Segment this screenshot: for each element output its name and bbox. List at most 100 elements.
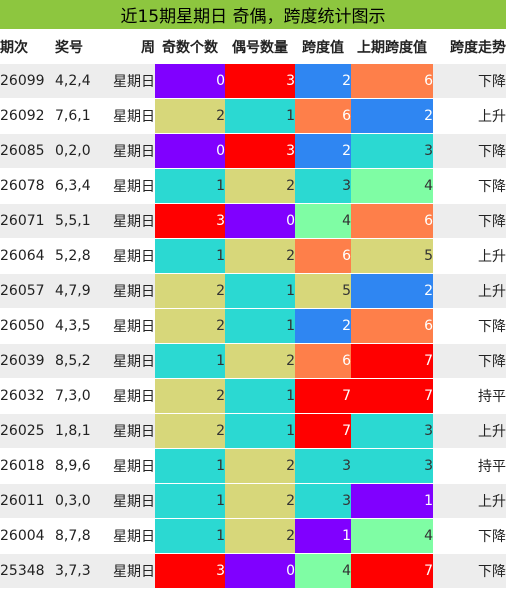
prev-span-cell: 4: [351, 518, 433, 554]
stats-table: 期次 奖号 周 奇数个数 偶号数量 跨度值 上期跨度值 跨度走势 26099 4,…: [0, 29, 506, 589]
odd-count-cell: 1: [155, 483, 225, 519]
prev-span-cell: 6: [351, 308, 433, 344]
table-row: 26018 8,9,6 星期日 1 2 3 3 持平: [0, 448, 506, 484]
week-cell: 星期日: [100, 413, 155, 449]
issue-cell: 26092: [0, 98, 55, 134]
table-row: 26032 7,3,0 星期日 2 1 7 7 持平: [0, 378, 506, 414]
col-prev-span-header: 上期跨度值: [351, 29, 433, 64]
trend-cell: 下降: [433, 553, 506, 589]
col-span-header: 跨度值: [295, 29, 351, 64]
trend-cell: 下降: [433, 133, 506, 169]
week-cell: 星期日: [100, 168, 155, 204]
even-count-cell: 2: [225, 168, 295, 204]
week-cell: 星期日: [100, 238, 155, 274]
trend-cell: 下降: [433, 64, 506, 99]
week-cell: 星期日: [100, 448, 155, 484]
table-row: 26025 1,8,1 星期日 2 1 7 3 上升: [0, 413, 506, 449]
numbers-cell: 5,2,8: [55, 238, 100, 274]
trend-cell: 上升: [433, 413, 506, 449]
even-count-cell: 3: [225, 133, 295, 169]
numbers-cell: 4,7,9: [55, 273, 100, 309]
issue-cell: 26064: [0, 238, 55, 274]
trend-cell: 下降: [433, 308, 506, 344]
odd-count-cell: 1: [155, 448, 225, 484]
odd-count-cell: 3: [155, 203, 225, 239]
trend-cell: 上升: [433, 238, 506, 274]
numbers-cell: 1,8,1: [55, 413, 100, 449]
prev-span-cell: 3: [351, 133, 433, 169]
trend-cell: 上升: [433, 273, 506, 309]
span-cell: 2: [295, 64, 351, 99]
table-row: 26078 6,3,4 星期日 1 2 3 4 下降: [0, 168, 506, 204]
numbers-cell: 5,5,1: [55, 203, 100, 239]
odd-count-cell: 2: [155, 413, 225, 449]
week-cell: 星期日: [100, 518, 155, 554]
table-row: 26099 4,2,4 星期日 0 3 2 6 下降: [0, 64, 506, 99]
odd-count-cell: 0: [155, 64, 225, 99]
table-row: 25348 3,7,3 星期日 3 0 4 7 下降: [0, 553, 506, 589]
issue-cell: 26018: [0, 448, 55, 484]
numbers-cell: 8,7,8: [55, 518, 100, 554]
col-issue-header: 期次: [0, 29, 55, 64]
col-week-header: 周: [100, 29, 155, 64]
prev-span-cell: 6: [351, 64, 433, 99]
prev-span-cell: 7: [351, 343, 433, 379]
numbers-cell: 7,6,1: [55, 98, 100, 134]
table-row: 26057 4,7,9 星期日 2 1 5 2 上升: [0, 273, 506, 309]
prev-span-cell: 7: [351, 378, 433, 414]
page-title: 近15期星期日 奇偶，跨度统计图示: [0, 0, 506, 30]
issue-cell: 26039: [0, 343, 55, 379]
issue-cell: 26004: [0, 518, 55, 554]
even-count-cell: 0: [225, 553, 295, 589]
numbers-cell: 8,5,2: [55, 343, 100, 379]
odd-count-cell: 1: [155, 238, 225, 274]
numbers-cell: 7,3,0: [55, 378, 100, 414]
even-count-cell: 1: [225, 378, 295, 414]
span-cell: 6: [295, 343, 351, 379]
prev-span-cell: 2: [351, 273, 433, 309]
week-cell: 星期日: [100, 343, 155, 379]
numbers-cell: 4,2,4: [55, 64, 100, 99]
issue-cell: 26025: [0, 413, 55, 449]
prev-span-cell: 6: [351, 203, 433, 239]
prev-span-cell: 4: [351, 168, 433, 204]
issue-cell: 25348: [0, 553, 55, 589]
numbers-cell: 0,3,0: [55, 483, 100, 519]
trend-cell: 上升: [433, 98, 506, 134]
even-count-cell: 1: [225, 308, 295, 344]
issue-cell: 26032: [0, 378, 55, 414]
even-count-cell: 2: [225, 483, 295, 519]
span-cell: 5: [295, 273, 351, 309]
week-cell: 星期日: [100, 203, 155, 239]
span-cell: 4: [295, 553, 351, 589]
table-row: 26039 8,5,2 星期日 1 2 6 7 下降: [0, 343, 506, 379]
numbers-cell: 4,3,5: [55, 308, 100, 344]
table-row: 26050 4,3,5 星期日 2 1 2 6 下降: [0, 308, 506, 344]
trend-cell: 持平: [433, 378, 506, 414]
week-cell: 星期日: [100, 308, 155, 344]
numbers-cell: 6,3,4: [55, 168, 100, 204]
col-trend-header: 跨度走势: [433, 29, 506, 64]
issue-cell: 26057: [0, 273, 55, 309]
odd-count-cell: 0: [155, 133, 225, 169]
span-cell: 3: [295, 168, 351, 204]
even-count-cell: 1: [225, 98, 295, 134]
issue-cell: 26071: [0, 203, 55, 239]
span-cell: 3: [295, 448, 351, 484]
even-count-cell: 1: [225, 273, 295, 309]
span-cell: 2: [295, 308, 351, 344]
odd-count-cell: 2: [155, 273, 225, 309]
even-count-cell: 1: [225, 413, 295, 449]
span-cell: 6: [295, 98, 351, 134]
issue-cell: 26011: [0, 483, 55, 519]
trend-cell: 下降: [433, 203, 506, 239]
even-count-cell: 2: [225, 238, 295, 274]
trend-cell: 上升: [433, 483, 506, 519]
trend-cell: 下降: [433, 343, 506, 379]
odd-count-cell: 2: [155, 98, 225, 134]
prev-span-cell: 7: [351, 553, 433, 589]
even-count-cell: 2: [225, 343, 295, 379]
odd-count-cell: 1: [155, 343, 225, 379]
span-cell: 1: [295, 518, 351, 554]
trend-cell: 持平: [433, 448, 506, 484]
